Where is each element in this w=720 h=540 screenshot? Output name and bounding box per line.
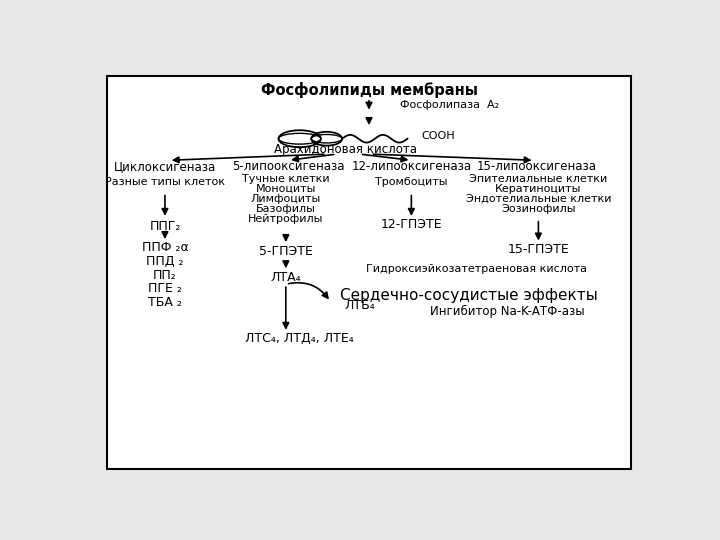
Text: ЛТС₄, ЛТД₄, ЛТЕ₄: ЛТС₄, ЛТД₄, ЛТЕ₄ [246,332,354,345]
Text: Эозинофилы: Эозинофилы [501,204,576,214]
Text: ТБА ₂: ТБА ₂ [148,296,182,309]
FancyBboxPatch shape [107,76,631,469]
Text: Моноциты: Моноциты [256,184,316,194]
Text: Базофилы: Базофилы [256,204,316,214]
Text: Гидроксиэйкозатетраеновая кислота: Гидроксиэйкозатетраеновая кислота [366,264,588,274]
Text: 12-ГПЭТЕ: 12-ГПЭТЕ [381,219,442,232]
Text: Тромбоциты: Тромбоциты [375,177,448,187]
Text: Кератиноциты: Кератиноциты [495,184,582,194]
Text: 5-ГПЭТЕ: 5-ГПЭТЕ [259,245,312,258]
Text: ППФ ₂α: ППФ ₂α [142,241,189,254]
Text: ППГ₂: ППГ₂ [149,220,181,233]
Text: COOH: COOH [421,131,455,140]
Text: Арахидоновая кислота: Арахидоновая кислота [274,143,418,156]
Text: ПП₂: ПП₂ [153,268,177,281]
Text: Эпителиальные клетки: Эпителиальные клетки [469,174,608,184]
Text: Ингибитор Na-K-АТФ-азы: Ингибитор Na-K-АТФ-азы [431,305,585,318]
Text: Циклоксигеназа: Циклоксигеназа [114,160,216,173]
Text: Фосфолипиды мембраны: Фосфолипиды мембраны [261,82,477,98]
Text: ЛТБ₄: ЛТБ₄ [344,299,375,312]
Text: Фосфолипаза  А₂: Фосфолипаза А₂ [400,100,499,110]
Text: Эндотелиальные клетки: Эндотелиальные клетки [466,194,611,204]
Text: ЛТА₄: ЛТА₄ [271,271,301,284]
Text: 15-липооксигеназа: 15-липооксигеназа [477,160,597,173]
Text: 12-липооксигеназа: 12-липооксигеназа [351,160,472,173]
Text: Разные типы клеток: Разные типы клеток [105,177,225,187]
Text: ПГЕ ₂: ПГЕ ₂ [148,282,182,295]
Text: Сердечно-сосудистые эффекты: Сердечно-сосудистые эффекты [341,288,598,303]
Text: Лимфоциты: Лимфоциты [251,194,321,204]
Text: Тучные клетки: Тучные клетки [242,174,330,184]
Text: 15-ГПЭТЕ: 15-ГПЭТЕ [508,243,570,256]
Text: 5-липооксигеназа: 5-липооксигеназа [232,160,344,173]
Text: Нейтрофилы: Нейтрофилы [248,214,323,224]
Text: ППД ₂: ППД ₂ [146,255,184,268]
